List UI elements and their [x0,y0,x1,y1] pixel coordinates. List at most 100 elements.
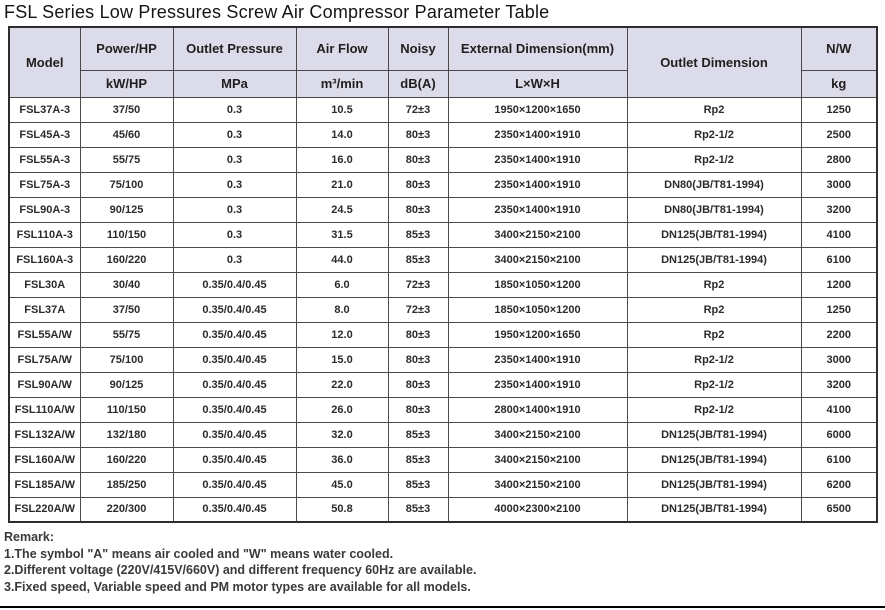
cell-outlet: DN80(JB/T81-1994) [626,196,802,223]
table-row: FSL110A-3 110/150 0.3 31.5 85±3 3400×2150×210… [8,221,878,248]
cell-noisy: 80±3 [387,346,449,373]
cell-noisy: 80±3 [387,396,449,423]
cell-pressure: 0.35/0.4/0.45 [172,496,297,523]
cell-weight: 1200 [800,271,878,298]
table-row: FSL75A-3 75/100 0.3 21.0 80±3 2350×1400×1910 D… [8,171,878,198]
cell-power: 45/60 [79,121,174,148]
cell-weight: 4100 [800,396,878,423]
cell-noisy: 85±3 [387,246,449,273]
cell-noisy: 72±3 [387,271,449,298]
cell-model: FSL132A/W [8,421,81,448]
remark-heading: Remark: [4,530,55,544]
cell-noisy: 72±3 [387,96,449,123]
cell-noisy: 80±3 [387,196,449,223]
table-row: FSL55A-3 55/75 0.3 16.0 80±3 2350×1400×1910 Rp… [8,146,878,173]
cell-model: FSL55A/W [8,321,81,348]
cell-dimension: 3400×2150×2100 [447,221,628,248]
col-header-power: Power/HP [79,26,174,71]
cell-noisy: 80±3 [387,146,449,173]
cell-air-flow: 21.0 [295,171,389,198]
cell-dimension: 3400×2150×2100 [447,446,628,473]
table-row: FSL160A-3 160/220 0.3 44.0 85±3 3400×2150×210… [8,246,878,273]
cell-power: 75/100 [79,171,174,198]
cell-dimension: 3400×2150×2100 [447,246,628,273]
cell-power: 30/40 [79,271,174,298]
cell-noisy: 85±3 [387,446,449,473]
cell-dimension: 2350×1400×1910 [447,371,628,398]
cell-noisy: 85±3 [387,221,449,248]
cell-noisy: 85±3 [387,496,449,523]
cell-air-flow: 14.0 [295,121,389,148]
cell-weight: 2200 [800,321,878,348]
cell-dimension: 2350×1400×1910 [447,196,628,223]
remark-note-3: 3.Fixed speed, Variable speed and PM mot… [4,579,471,594]
cell-model: FSL75A-3 [8,171,81,198]
cell-weight: 2500 [800,121,878,148]
cell-model: FSL110A-3 [8,221,81,248]
cell-air-flow: 12.0 [295,321,389,348]
cell-model: FSL90A/W [8,371,81,398]
cell-air-flow: 36.0 [295,446,389,473]
cell-noisy: 85±3 [387,471,449,498]
unit-dimension: L×W×H [447,69,628,98]
cell-outlet: Rp2-1/2 [626,346,802,373]
cell-air-flow: 50.8 [295,496,389,523]
cell-dimension: 2350×1400×1910 [447,121,628,148]
cell-pressure: 0.35/0.4/0.45 [172,396,297,423]
unit-noisy: dB(A) [387,69,449,98]
cell-outlet: Rp2 [626,321,802,348]
cell-power: 90/125 [79,196,174,223]
header-group-row: Model Power/HP Outlet Pressure Air Flow … [8,26,878,98]
cell-outlet: Rp2-1/2 [626,146,802,173]
cell-weight: 1250 [800,296,878,323]
cell-noisy: 80±3 [387,371,449,398]
table-row: FSL45A-3 45/60 0.3 14.0 80±3 2350×1400×1910 Rp… [8,121,878,148]
cell-air-flow: 22.0 [295,371,389,398]
cell-outlet: Rp2-1/2 [626,121,802,148]
table-header: Model Power/HP Outlet Pressure Air Flow … [8,26,878,98]
cell-pressure: 0.35/0.4/0.45 [172,271,297,298]
cell-air-flow: 44.0 [295,246,389,273]
cell-dimension: 3400×2150×2100 [447,421,628,448]
cell-model: FSL37A [8,296,81,323]
cell-power: 90/125 [79,371,174,398]
cell-noisy: 80±3 [387,171,449,198]
cell-pressure: 0.35/0.4/0.45 [172,371,297,398]
col-header-model: Model [8,26,81,98]
cell-air-flow: 10.5 [295,96,389,123]
table-row: FSL90A-3 90/125 0.3 24.5 80±3 2350×1400×1910 D… [8,196,878,223]
cell-pressure: 0.3 [172,96,297,123]
remark-note-1: 1.The symbol "A" means air cooled and "W… [4,546,394,561]
col-header-noisy: Noisy [387,26,449,71]
header-unit-row: kW/HP MPa m³/min dB(A) L×W×H kg [9,69,878,98]
cell-outlet: DN80(JB/T81-1994) [626,171,802,198]
table-row: FSL160A/W 160/220 0.35/0.4/0.45 36.0 85±3 340… [8,446,878,473]
cell-weight: 1250 [800,96,878,123]
cell-power: 160/220 [79,446,174,473]
cell-dimension: 2350×1400×1910 [447,346,628,373]
table-row: FSL132A/W 132/180 0.35/0.4/0.45 32.0 85±3 340… [8,421,878,448]
cell-air-flow: 6.0 [295,271,389,298]
cell-noisy: 72±3 [387,296,449,323]
cell-outlet: Rp2 [626,296,802,323]
cell-power: 75/100 [79,346,174,373]
cell-weight: 6500 [800,496,878,523]
cell-model: FSL220A/W [8,496,81,523]
cell-model: FSL75A/W [8,346,81,373]
bottom-divider [0,606,885,608]
cell-dimension: 2350×1400×1910 [447,146,628,173]
cell-air-flow: 24.5 [295,196,389,223]
cell-weight: 6200 [800,471,878,498]
cell-air-flow: 31.5 [295,221,389,248]
cell-air-flow: 8.0 [295,296,389,323]
cell-pressure: 0.35/0.4/0.45 [172,471,297,498]
cell-weight: 3200 [800,371,878,398]
cell-power: 110/150 [79,221,174,248]
cell-model: FSL90A-3 [8,196,81,223]
unit-pressure: MPa [172,69,297,98]
cell-outlet: Rp2 [626,271,802,298]
col-header-outlet-dimension: Outlet Dimension [626,26,802,98]
cell-noisy: 80±3 [387,321,449,348]
cell-air-flow: 26.0 [295,396,389,423]
cell-air-flow: 15.0 [295,346,389,373]
